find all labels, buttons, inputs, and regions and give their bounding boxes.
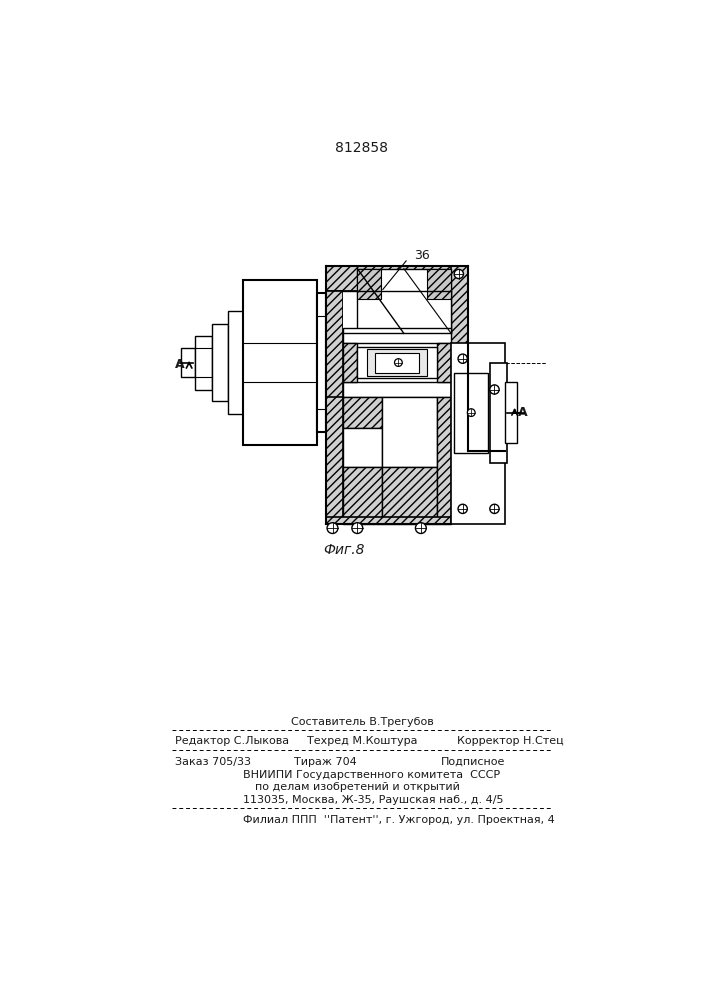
Bar	[506, 382, 517, 443]
Text: Фиг.8: Фиг.8	[323, 544, 365, 558]
Bar	[382, 397, 437, 466]
Bar	[344, 343, 357, 382]
Bar	[344, 428, 382, 466]
Text: Составитель В.Трегубов: Составитель В.Трегубов	[291, 717, 433, 727]
Bar	[327, 266, 468, 291]
Bar	[327, 397, 344, 524]
Bar	[344, 328, 451, 343]
Bar	[344, 291, 451, 333]
Bar	[182, 348, 195, 377]
Bar	[327, 291, 344, 451]
Text: A: A	[175, 358, 185, 371]
Text: по делам изобретений и открытий: по делам изобретений и открытий	[255, 782, 460, 792]
Text: 113035, Москва, Ж-35, Раушская наб., д. 4/5: 113035, Москва, Ж-35, Раушская наб., д. …	[243, 795, 504, 805]
Bar	[427, 269, 451, 299]
Bar	[451, 343, 506, 524]
Circle shape	[454, 269, 464, 279]
Bar	[357, 269, 451, 333]
Text: Тираж 704: Тираж 704	[293, 757, 356, 767]
Text: Филиал ППП  ''Патент'', г. Ужгород, ул. Проектная, 4: Филиал ППП ''Патент'', г. Ужгород, ул. П…	[243, 815, 555, 825]
Bar	[437, 291, 451, 333]
Circle shape	[327, 523, 338, 533]
Bar	[357, 347, 437, 378]
Bar	[382, 466, 437, 524]
Circle shape	[490, 504, 499, 513]
Bar	[357, 269, 380, 299]
Circle shape	[395, 359, 402, 366]
Bar	[451, 266, 468, 451]
Text: Подписное: Подписное	[441, 757, 506, 767]
Bar	[437, 343, 451, 382]
Circle shape	[416, 523, 426, 533]
Bar	[344, 291, 357, 333]
Bar	[317, 293, 327, 432]
Text: A: A	[518, 406, 527, 419]
Text: 812858: 812858	[335, 141, 388, 155]
Bar	[375, 353, 419, 373]
Text: 36: 36	[414, 249, 429, 262]
Bar	[195, 336, 212, 389]
Circle shape	[467, 409, 475, 416]
Bar	[327, 517, 451, 524]
Circle shape	[458, 354, 467, 363]
Bar	[454, 373, 488, 453]
Circle shape	[490, 385, 499, 394]
Bar	[344, 466, 382, 524]
Bar	[243, 280, 317, 445]
Circle shape	[458, 504, 467, 513]
Bar	[344, 382, 451, 397]
Text: ВНИИПИ Государственного комитета  СССР: ВНИИПИ Государственного комитета СССР	[243, 770, 501, 780]
Bar	[212, 324, 228, 401]
Circle shape	[352, 523, 363, 533]
Bar	[228, 311, 243, 414]
Text: Заказ 705/33: Заказ 705/33	[175, 757, 251, 767]
Bar	[344, 397, 382, 428]
Bar	[368, 349, 427, 376]
Bar	[490, 363, 507, 463]
Text: Техред М.Коштура: Техред М.Коштура	[307, 736, 417, 746]
Bar	[437, 397, 451, 524]
Text: Корректор Н.Стец: Корректор Н.Стец	[457, 736, 563, 746]
Text: Редактор С.Лыкова: Редактор С.Лыкова	[175, 736, 289, 746]
